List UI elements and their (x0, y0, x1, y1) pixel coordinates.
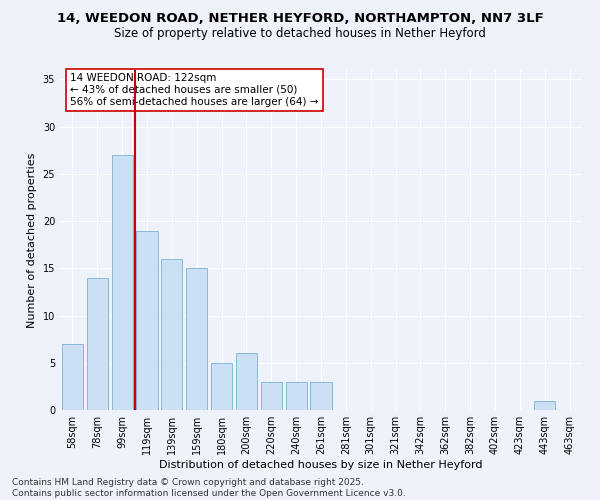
Text: Contains HM Land Registry data © Crown copyright and database right 2025.
Contai: Contains HM Land Registry data © Crown c… (12, 478, 406, 498)
Bar (261, 382, 282, 410)
Bar (286, 382, 307, 410)
Bar (136, 230, 158, 410)
Bar (87, 278, 108, 410)
Y-axis label: Number of detached properties: Number of detached properties (27, 152, 37, 328)
Bar (112, 155, 133, 410)
Bar (236, 354, 257, 410)
Text: 14, WEEDON ROAD, NETHER HEYFORD, NORTHAMPTON, NN7 3LF: 14, WEEDON ROAD, NETHER HEYFORD, NORTHAM… (56, 12, 544, 26)
Text: 14 WEEDON ROAD: 122sqm
← 43% of detached houses are smaller (50)
56% of semi-det: 14 WEEDON ROAD: 122sqm ← 43% of detached… (70, 74, 319, 106)
Text: Size of property relative to detached houses in Nether Heyford: Size of property relative to detached ho… (114, 28, 486, 40)
Bar (161, 259, 182, 410)
Bar (534, 400, 555, 410)
Bar (186, 268, 207, 410)
Bar (62, 344, 83, 410)
Bar (211, 363, 232, 410)
X-axis label: Distribution of detached houses by size in Nether Heyford: Distribution of detached houses by size … (159, 460, 483, 470)
Bar (310, 382, 332, 410)
